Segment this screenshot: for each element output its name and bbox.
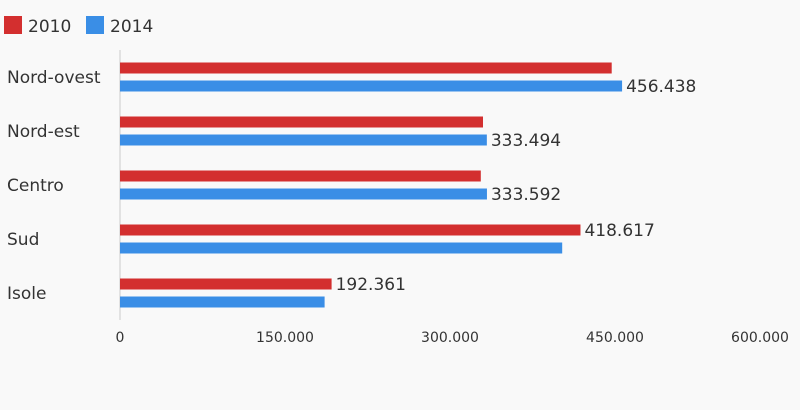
category-label-isole: Isole (7, 284, 46, 304)
x-tick-label-150000: 150.000 (256, 330, 314, 346)
x-tick-label-450000: 450.000 (586, 330, 644, 346)
legend: 2010 2014 (4, 16, 153, 37)
bar-2010-sud (120, 224, 581, 236)
bar-2014-nord-ovest (120, 80, 623, 92)
data-label-2014-centro: 333.592 (491, 185, 561, 205)
legend-label-2010: 2010 (28, 17, 71, 37)
x-tick-label-300000: 300.000 (421, 330, 479, 346)
category-label-centro: Centro (7, 176, 64, 196)
legend-swatch-2014 (86, 16, 104, 34)
bar-2014-centro (120, 188, 487, 200)
legend-label-2014: 2014 (110, 17, 153, 37)
bar-2014-isole (120, 296, 325, 308)
data-label-2014-nord-est: 333.494 (491, 131, 561, 151)
bars (120, 62, 623, 308)
category-label-nord-ovest: Nord-ovest (7, 68, 101, 88)
x-tick-label-0: 0 (116, 330, 125, 346)
data-label-2014-nord-ovest: 456.438 (626, 77, 696, 97)
x-axis-ticks: 0 150.000 300.000 450.000 600.000 (116, 330, 789, 346)
legend-swatch-2010 (4, 16, 22, 34)
data-label-2010-sud: 418.617 (584, 221, 654, 241)
bar-2010-nord-ovest (120, 62, 612, 74)
data-labels: 456.438 333.494 333.592 418.617 192.361 (336, 77, 697, 295)
bar-2010-isole (120, 278, 332, 290)
category-label-nord-est: Nord-est (7, 122, 80, 142)
x-tick-label-600000: 600.000 (731, 330, 789, 346)
bar-2014-nord-est (120, 134, 487, 146)
data-label-2010-isole: 192.361 (336, 275, 406, 295)
bar-2010-nord-est (120, 116, 483, 128)
category-label-sud: Sud (7, 230, 39, 250)
bar-2010-centro (120, 170, 481, 182)
bar-2014-sud (120, 242, 563, 254)
category-labels: Nord-ovest Nord-est Centro Sud Isole (7, 68, 101, 304)
